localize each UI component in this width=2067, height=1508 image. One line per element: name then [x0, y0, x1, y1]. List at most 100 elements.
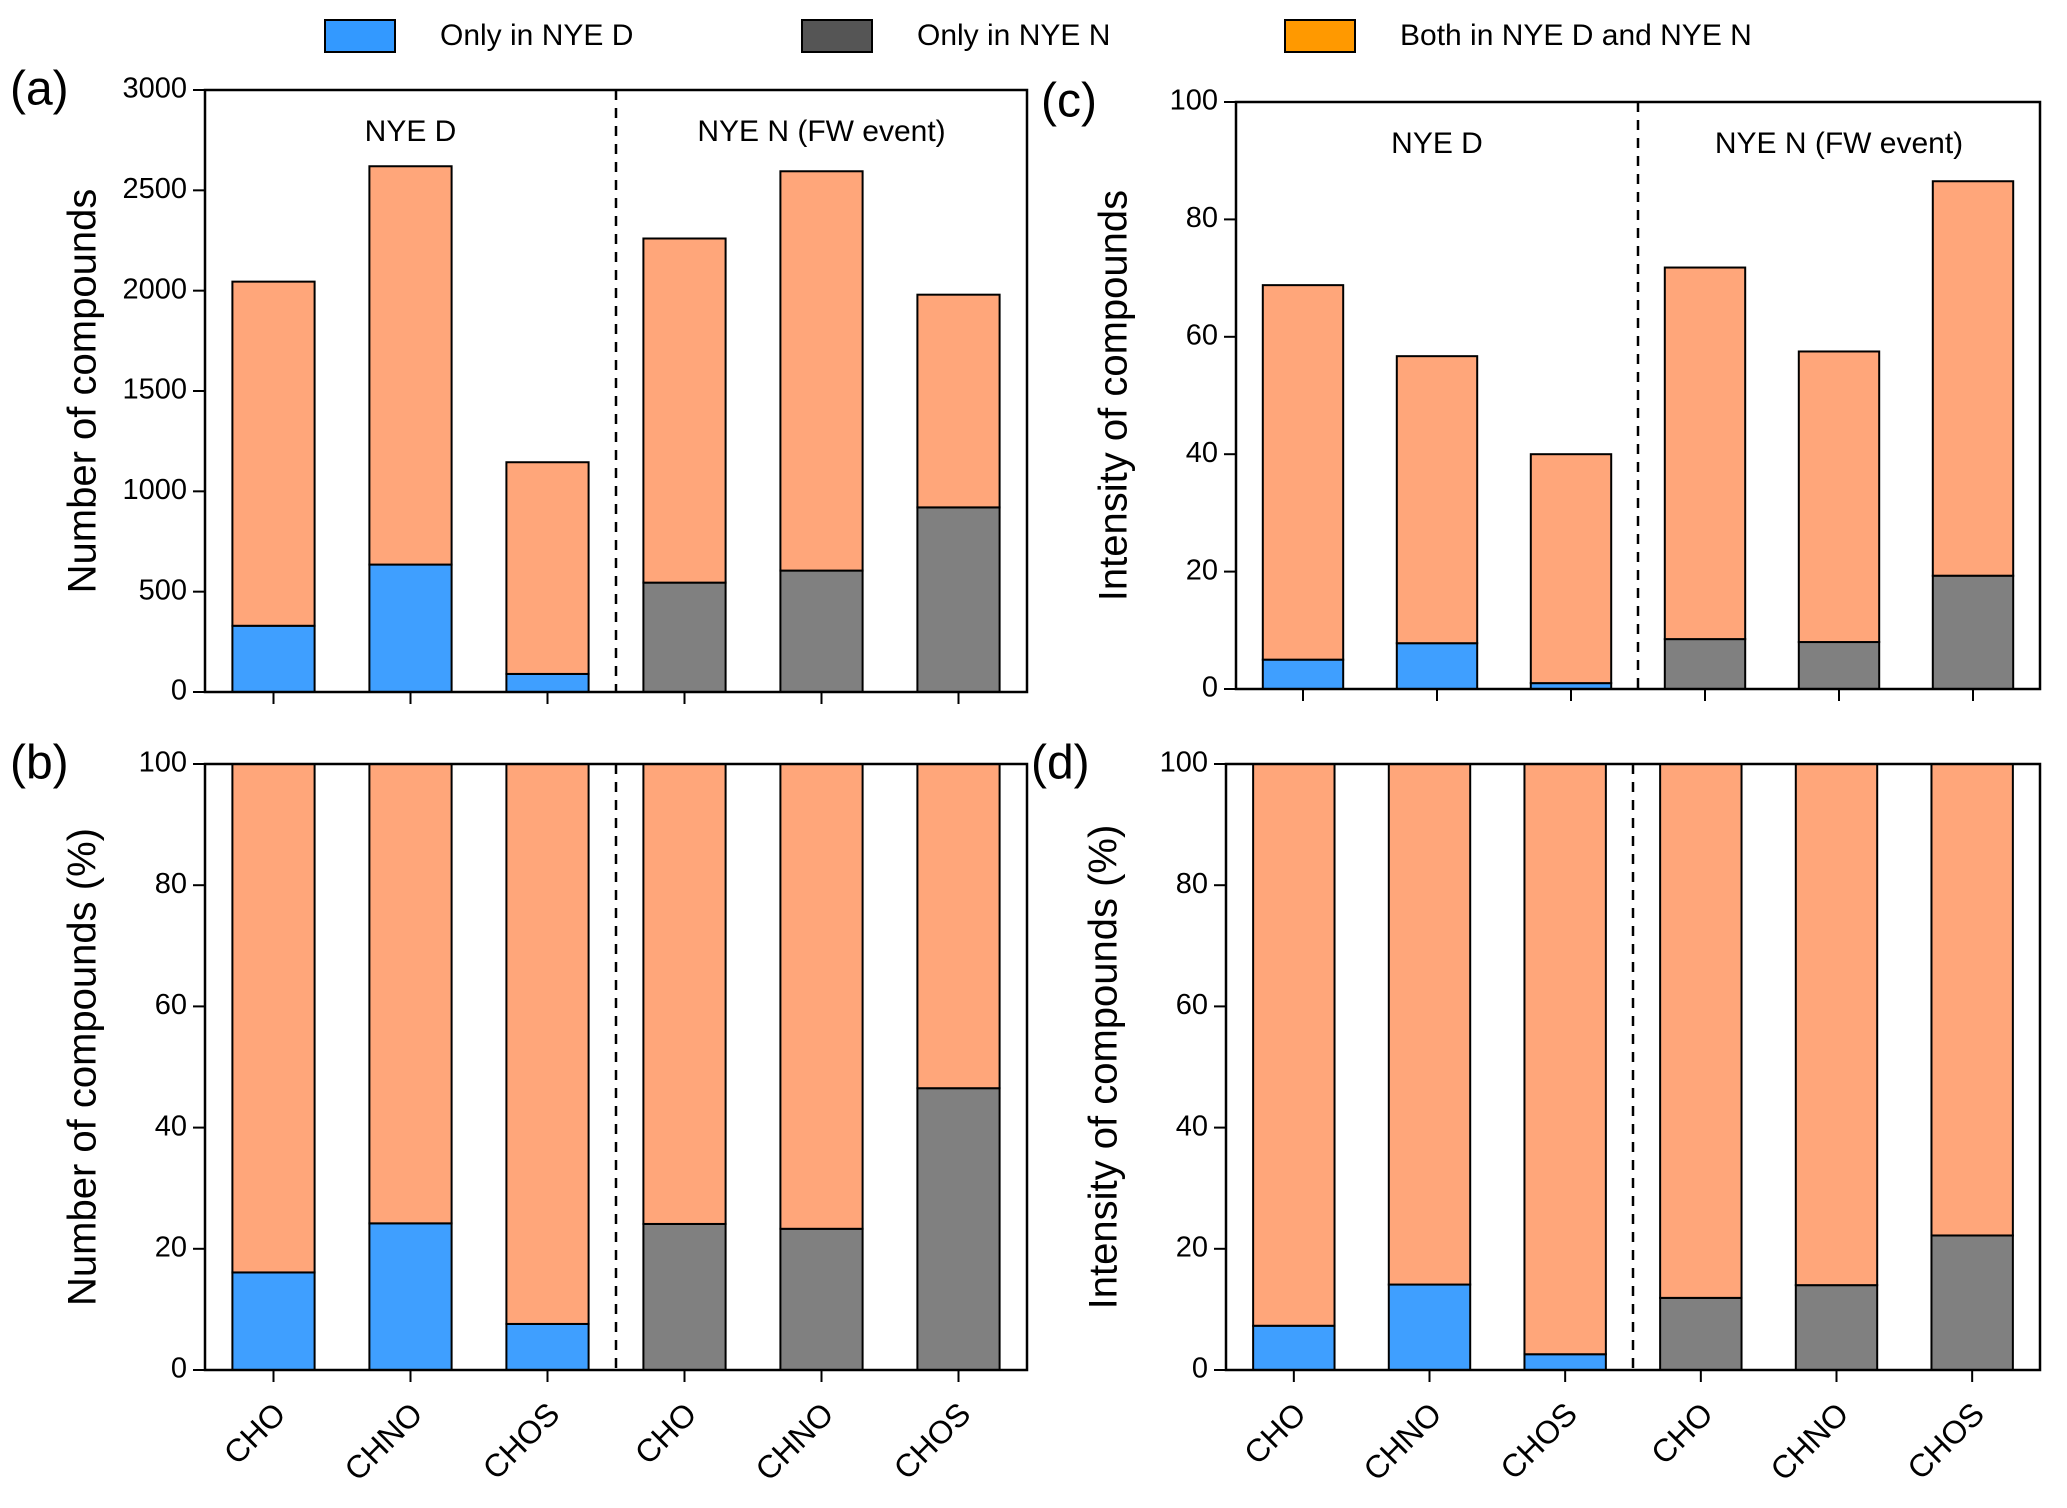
bar-segment — [368, 165, 453, 566]
y-tick-label: 500 — [139, 574, 187, 606]
bar-segment — [368, 1222, 453, 1372]
bar-segment — [1252, 1324, 1336, 1371]
bar-segment — [779, 170, 864, 572]
bar-segment — [1797, 350, 1881, 644]
bar-segment — [505, 672, 590, 694]
bar-segment — [505, 461, 590, 675]
x-tick-label: CHOS — [1900, 1395, 1991, 1486]
y-tick-label: 2500 — [122, 173, 187, 205]
y-axis-label: Intensity of compounds (%) — [1082, 825, 1126, 1310]
y-tick-label: 20 — [1186, 554, 1218, 586]
y-tick-label: 60 — [155, 989, 187, 1021]
bar-segment — [779, 1227, 864, 1371]
bar-segment — [1387, 1283, 1472, 1371]
bar-segment — [1663, 266, 1747, 641]
bar-segment — [916, 293, 1001, 509]
bar-segment — [1794, 763, 1879, 1287]
y-axis-label: Number of compounds — [61, 189, 105, 594]
x-tick-label: CHNO — [1356, 1395, 1448, 1487]
y-tick-label: 1000 — [122, 474, 187, 506]
bar-segment — [1252, 763, 1336, 1327]
bar-segment — [642, 763, 727, 1225]
bar-segment — [1931, 574, 2015, 690]
y-tick-label: 2000 — [122, 273, 187, 305]
y-tick-label: 40 — [1186, 437, 1218, 469]
y-tick-label: 60 — [1186, 319, 1218, 351]
legend-label: Both in NYE D and NYE N — [1400, 19, 1752, 52]
bar-segment — [916, 1087, 1001, 1371]
legend-label: Only in NYE D — [440, 19, 633, 52]
y-tick-label: 1500 — [122, 374, 187, 406]
bar-segment — [505, 763, 590, 1325]
group-label: NYE N (FW event) — [697, 115, 945, 148]
y-tick-label: 0 — [1192, 1353, 1208, 1385]
y-tick-label: 0 — [171, 675, 187, 707]
y-axis-label: Intensity of compounds — [1092, 190, 1136, 601]
bar-segment — [505, 1322, 590, 1371]
panel-label: (c) — [1041, 75, 1097, 128]
x-tick-label: CHOS — [887, 1395, 978, 1486]
y-tick-label: 80 — [155, 868, 187, 900]
panel-label: (d) — [1031, 737, 1090, 790]
bar-segment — [1523, 1353, 1607, 1372]
x-tick-label: CHO — [1237, 1395, 1313, 1471]
y-tick-label: 100 — [1170, 85, 1218, 117]
plot-frame — [203, 762, 1029, 1372]
legend-swatch — [1284, 19, 1356, 53]
group-label: NYE D — [1391, 127, 1483, 160]
bar-segment — [642, 581, 727, 693]
bar-segment — [1523, 763, 1607, 1356]
bar-segment — [1663, 638, 1747, 690]
y-tick-label: 80 — [1176, 868, 1208, 900]
group-label: NYE N (FW event) — [1715, 127, 1963, 160]
plot-frame — [1224, 762, 2042, 1372]
bar-segment — [1395, 642, 1479, 690]
y-tick-label: 20 — [1176, 1231, 1208, 1263]
legend-label: Only in NYE N — [917, 19, 1110, 52]
bar-segment — [779, 569, 864, 694]
y-tick-label: 0 — [171, 1353, 187, 1385]
bar-segment — [1261, 284, 1345, 661]
bar-segment — [1930, 1234, 2014, 1372]
x-tick-label: CHNO — [748, 1395, 840, 1487]
x-tick-label: CHO — [628, 1395, 704, 1471]
bar-segment — [1797, 641, 1881, 690]
y-tick-label: 100 — [139, 747, 187, 779]
bar-segment — [368, 563, 453, 693]
bar-segment — [231, 280, 316, 627]
x-tick-label: CHOS — [476, 1395, 567, 1486]
bar-segment — [368, 763, 453, 1225]
bar-segment — [1794, 1284, 1879, 1372]
y-tick-label: 20 — [155, 1231, 187, 1263]
legend-swatch — [324, 19, 396, 53]
bar-segment — [1930, 763, 2014, 1237]
bar-segment — [1395, 355, 1479, 645]
x-tick-label: CHO — [217, 1395, 293, 1471]
legend-swatch — [801, 19, 873, 53]
bar-segment — [916, 763, 1001, 1090]
bar-segment — [1931, 180, 2015, 577]
plot-frame — [203, 88, 1029, 694]
bar-segment — [779, 763, 864, 1230]
y-axis-label: Number of compounds (%) — [61, 828, 105, 1306]
y-tick-label: 60 — [1176, 989, 1208, 1021]
y-tick-label: 100 — [1160, 747, 1208, 779]
x-tick-label: CHNO — [337, 1395, 429, 1487]
bar-segment — [1387, 763, 1472, 1286]
bar-segment — [231, 624, 316, 694]
bar-segment — [1529, 453, 1613, 685]
bar-segment — [642, 237, 727, 584]
y-tick-label: 40 — [1176, 1110, 1208, 1142]
group-label: NYE D — [365, 115, 457, 148]
x-tick-label: CHO — [1644, 1395, 1720, 1471]
y-tick-label: 3000 — [122, 73, 187, 105]
x-tick-label: CHNO — [1763, 1395, 1855, 1487]
panel-label: (a) — [10, 63, 69, 116]
bar-segment — [1659, 763, 1743, 1299]
y-tick-label: 0 — [1202, 672, 1218, 704]
bar-segment — [231, 1271, 316, 1371]
x-tick-label: CHOS — [1493, 1395, 1584, 1486]
bar-segment — [231, 763, 316, 1274]
bar-segment — [1659, 1296, 1743, 1371]
